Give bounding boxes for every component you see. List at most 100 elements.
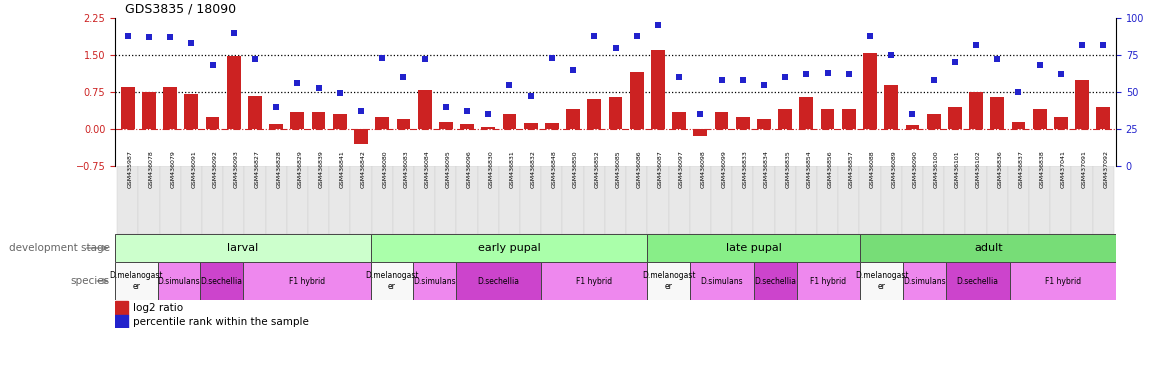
Text: GSM436830: GSM436830 — [489, 151, 493, 188]
Bar — [1050, 166, 1071, 234]
Point — [882, 52, 901, 58]
Point — [352, 108, 371, 114]
Bar — [797, 262, 860, 300]
Bar — [842, 109, 856, 129]
Bar — [966, 166, 987, 234]
Text: GSM436841: GSM436841 — [339, 151, 345, 188]
Point — [860, 33, 879, 39]
Bar — [120, 87, 134, 129]
Text: D.melanogast
er: D.melanogast er — [110, 271, 163, 291]
Bar — [482, 127, 496, 129]
Point — [946, 60, 965, 66]
Point — [118, 33, 137, 39]
Bar — [393, 166, 415, 234]
Text: GSM436085: GSM436085 — [616, 151, 621, 188]
Text: D.simulans: D.simulans — [903, 276, 946, 285]
Bar — [1033, 109, 1047, 129]
Bar — [456, 262, 541, 300]
Text: GSM436837: GSM436837 — [1018, 151, 1024, 188]
Bar — [181, 166, 201, 234]
Bar — [604, 166, 626, 234]
Point — [457, 108, 476, 114]
Bar — [157, 262, 200, 300]
Bar — [647, 166, 668, 234]
Bar — [227, 56, 241, 129]
Bar — [439, 122, 453, 129]
Text: GSM436083: GSM436083 — [403, 151, 409, 188]
Bar — [115, 262, 157, 300]
Bar — [969, 92, 983, 129]
Point — [330, 90, 349, 96]
Bar — [541, 262, 647, 300]
Point — [903, 111, 922, 117]
Text: GSM436096: GSM436096 — [467, 151, 472, 188]
Point — [266, 104, 285, 110]
Bar — [647, 234, 860, 262]
Text: GSM436102: GSM436102 — [976, 151, 981, 188]
Text: GSM436839: GSM436839 — [318, 151, 323, 188]
Text: D.simulans: D.simulans — [413, 276, 456, 285]
Text: percentile rank within the sample: percentile rank within the sample — [132, 318, 308, 328]
Text: GSM436095: GSM436095 — [446, 151, 450, 188]
Bar — [880, 166, 902, 234]
Text: D.melanogast
er: D.melanogast er — [365, 271, 419, 291]
Text: D.melanogast
er: D.melanogast er — [855, 271, 909, 291]
Text: GSM436099: GSM436099 — [721, 151, 726, 188]
Bar — [694, 129, 708, 136]
Bar — [735, 117, 749, 129]
Bar — [375, 117, 389, 129]
Text: GSM436092: GSM436092 — [213, 151, 218, 188]
Point — [416, 56, 434, 63]
Bar — [906, 125, 919, 129]
Bar — [775, 166, 796, 234]
Bar — [711, 166, 732, 234]
Point — [628, 33, 646, 39]
Text: GSM436832: GSM436832 — [530, 151, 536, 188]
Bar — [796, 166, 818, 234]
Point — [988, 56, 1006, 63]
Text: GSM436097: GSM436097 — [679, 151, 684, 188]
Point — [479, 111, 498, 117]
Point — [1094, 41, 1113, 48]
Bar — [668, 166, 690, 234]
Bar — [630, 72, 644, 129]
Bar — [1012, 122, 1025, 129]
Bar — [243, 262, 371, 300]
Point — [691, 111, 710, 117]
Bar — [587, 99, 601, 129]
Text: GSM436100: GSM436100 — [933, 151, 939, 188]
Point — [819, 70, 837, 76]
Text: GSM436090: GSM436090 — [913, 151, 917, 188]
Text: GSM436842: GSM436842 — [361, 151, 366, 188]
Text: D.sechellia: D.sechellia — [754, 276, 797, 285]
Text: GSM436835: GSM436835 — [785, 151, 790, 188]
Point — [712, 77, 731, 83]
Text: F1 hybrid: F1 hybrid — [1045, 276, 1080, 285]
Bar — [435, 166, 456, 234]
Bar — [287, 166, 308, 234]
Text: GSM436086: GSM436086 — [637, 151, 642, 188]
Point — [437, 104, 455, 110]
Text: GSM436088: GSM436088 — [870, 151, 875, 188]
Bar — [1007, 166, 1029, 234]
Point — [309, 84, 328, 91]
Text: GSM436857: GSM436857 — [849, 151, 853, 188]
Bar — [563, 166, 584, 234]
Bar — [372, 166, 393, 234]
Bar — [778, 109, 792, 129]
Bar — [291, 112, 305, 129]
Bar — [818, 166, 838, 234]
Text: GSM436093: GSM436093 — [234, 151, 239, 188]
Text: GSM436101: GSM436101 — [955, 151, 960, 188]
Text: adult: adult — [974, 243, 1003, 253]
Point — [733, 77, 752, 83]
Bar — [948, 107, 961, 129]
Bar — [371, 234, 647, 262]
Text: early pupal: early pupal — [477, 243, 541, 253]
Bar — [926, 114, 940, 129]
Text: GSM436079: GSM436079 — [170, 151, 175, 188]
Bar — [584, 166, 604, 234]
Bar — [1054, 117, 1068, 129]
Point — [776, 74, 794, 80]
Text: larval: larval — [227, 243, 258, 253]
